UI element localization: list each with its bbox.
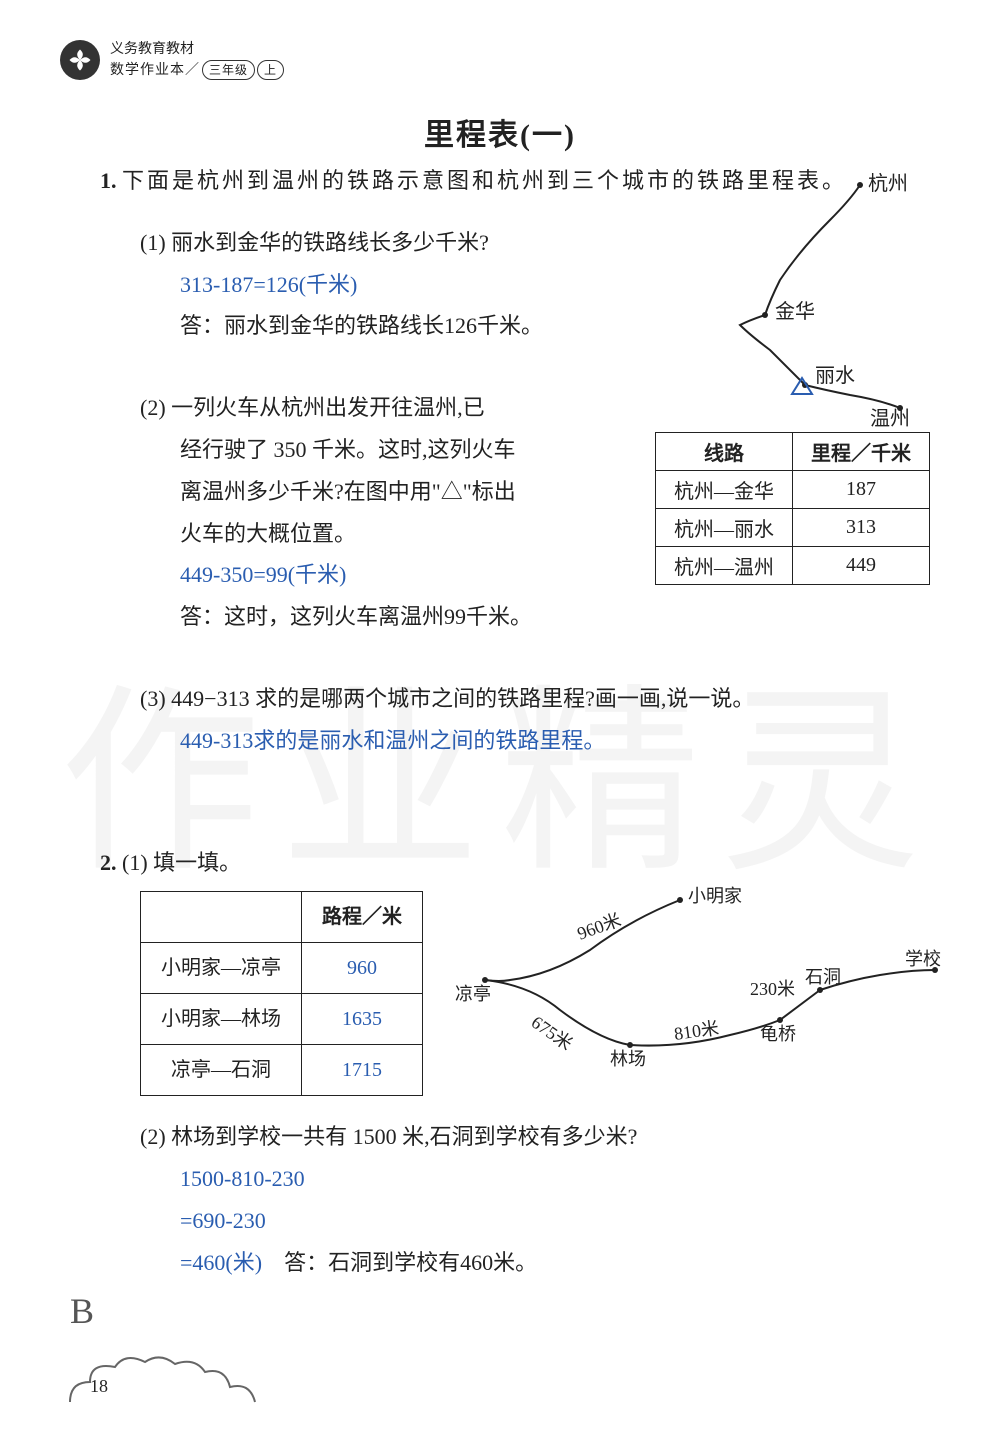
svg-text:石洞: 石洞 — [805, 967, 841, 987]
q1-part2: (2) 一列火车从杭州出发开往温州,已 经行驶了 350 千米。这时,这列火车 … — [100, 387, 640, 638]
q2-part2: (2) 林场到学校一共有 1500 米,石洞到学校有多少米? 1500-810-… — [100, 1116, 920, 1283]
answer-text: 答：这时，这列火车离温州99千米。 — [140, 596, 640, 638]
q-num: 2. — [100, 850, 117, 875]
answer-calc: 1500-810-230 — [140, 1158, 920, 1200]
answer-calc: 313-187=126(千米) — [140, 264, 640, 306]
question-2: 2. (1) 填一填。 — [100, 842, 920, 884]
answer-text: 449-313求的是丽水和温州之间的铁路里程。 — [140, 720, 920, 762]
question-1: 1. 下面是杭州到温州的铁路示意图和杭州到三个城市的铁路里程表。 — [100, 160, 920, 202]
page-header: 义务教育教材 数学作业本／三年级上 — [60, 40, 284, 80]
distance-table-2: 路程／米 小明家—凉亭960 小明家—林场1635 凉亭—石洞1715 — [140, 891, 423, 1096]
svg-text:林场: 林场 — [610, 1049, 646, 1069]
svg-text:230米: 230米 — [750, 979, 795, 999]
svg-text:凉亭: 凉亭 — [455, 984, 491, 1004]
svg-text:675米: 675米 — [528, 1012, 576, 1054]
header-line1: 义务教育教材 — [110, 40, 284, 60]
answer-line: =460(米) 答：石洞到学校有460米。 — [140, 1242, 920, 1284]
footer-letter: B — [70, 1290, 94, 1332]
header-text: 义务教育教材 数学作业本／三年级上 — [110, 40, 284, 80]
svg-text:810米: 810米 — [673, 1018, 720, 1044]
svg-text:小明家: 小明家 — [688, 886, 742, 906]
answer-calc: 449-350=99(千米) — [140, 554, 640, 596]
header-line2: 数学作业本／三年级上 — [110, 60, 284, 81]
q1-part1: (1) 丽水到金华的铁路线长多少千米? 313-187=126(千米) 答：丽水… — [100, 222, 640, 347]
svg-text:龟桥: 龟桥 — [760, 1024, 796, 1044]
page-title: 里程表(一) — [0, 110, 1000, 154]
content-body: 1. 下面是杭州到温州的铁路示意图和杭州到三个城市的铁路里程表。 (1) 丽水到… — [100, 160, 920, 1284]
svg-text:960米: 960米 — [575, 910, 624, 944]
page-number: 18 — [90, 1376, 108, 1397]
svg-text:学校: 学校 — [905, 949, 941, 969]
path-map: 小明家 凉亭 林场 龟桥 石洞 学校 960米 675米 810米 230米 — [450, 880, 950, 1080]
publisher-logo — [60, 40, 100, 80]
q-num: 1. — [100, 168, 117, 193]
q1-part3: (3) 449−313 求的是哪两个城市之间的铁路里程?画一画,说一说。 449… — [100, 678, 920, 762]
answer-text: 答：丽水到金华的铁路线长126千米。 — [140, 305, 640, 347]
answer-calc: =690-230 — [140, 1200, 920, 1242]
